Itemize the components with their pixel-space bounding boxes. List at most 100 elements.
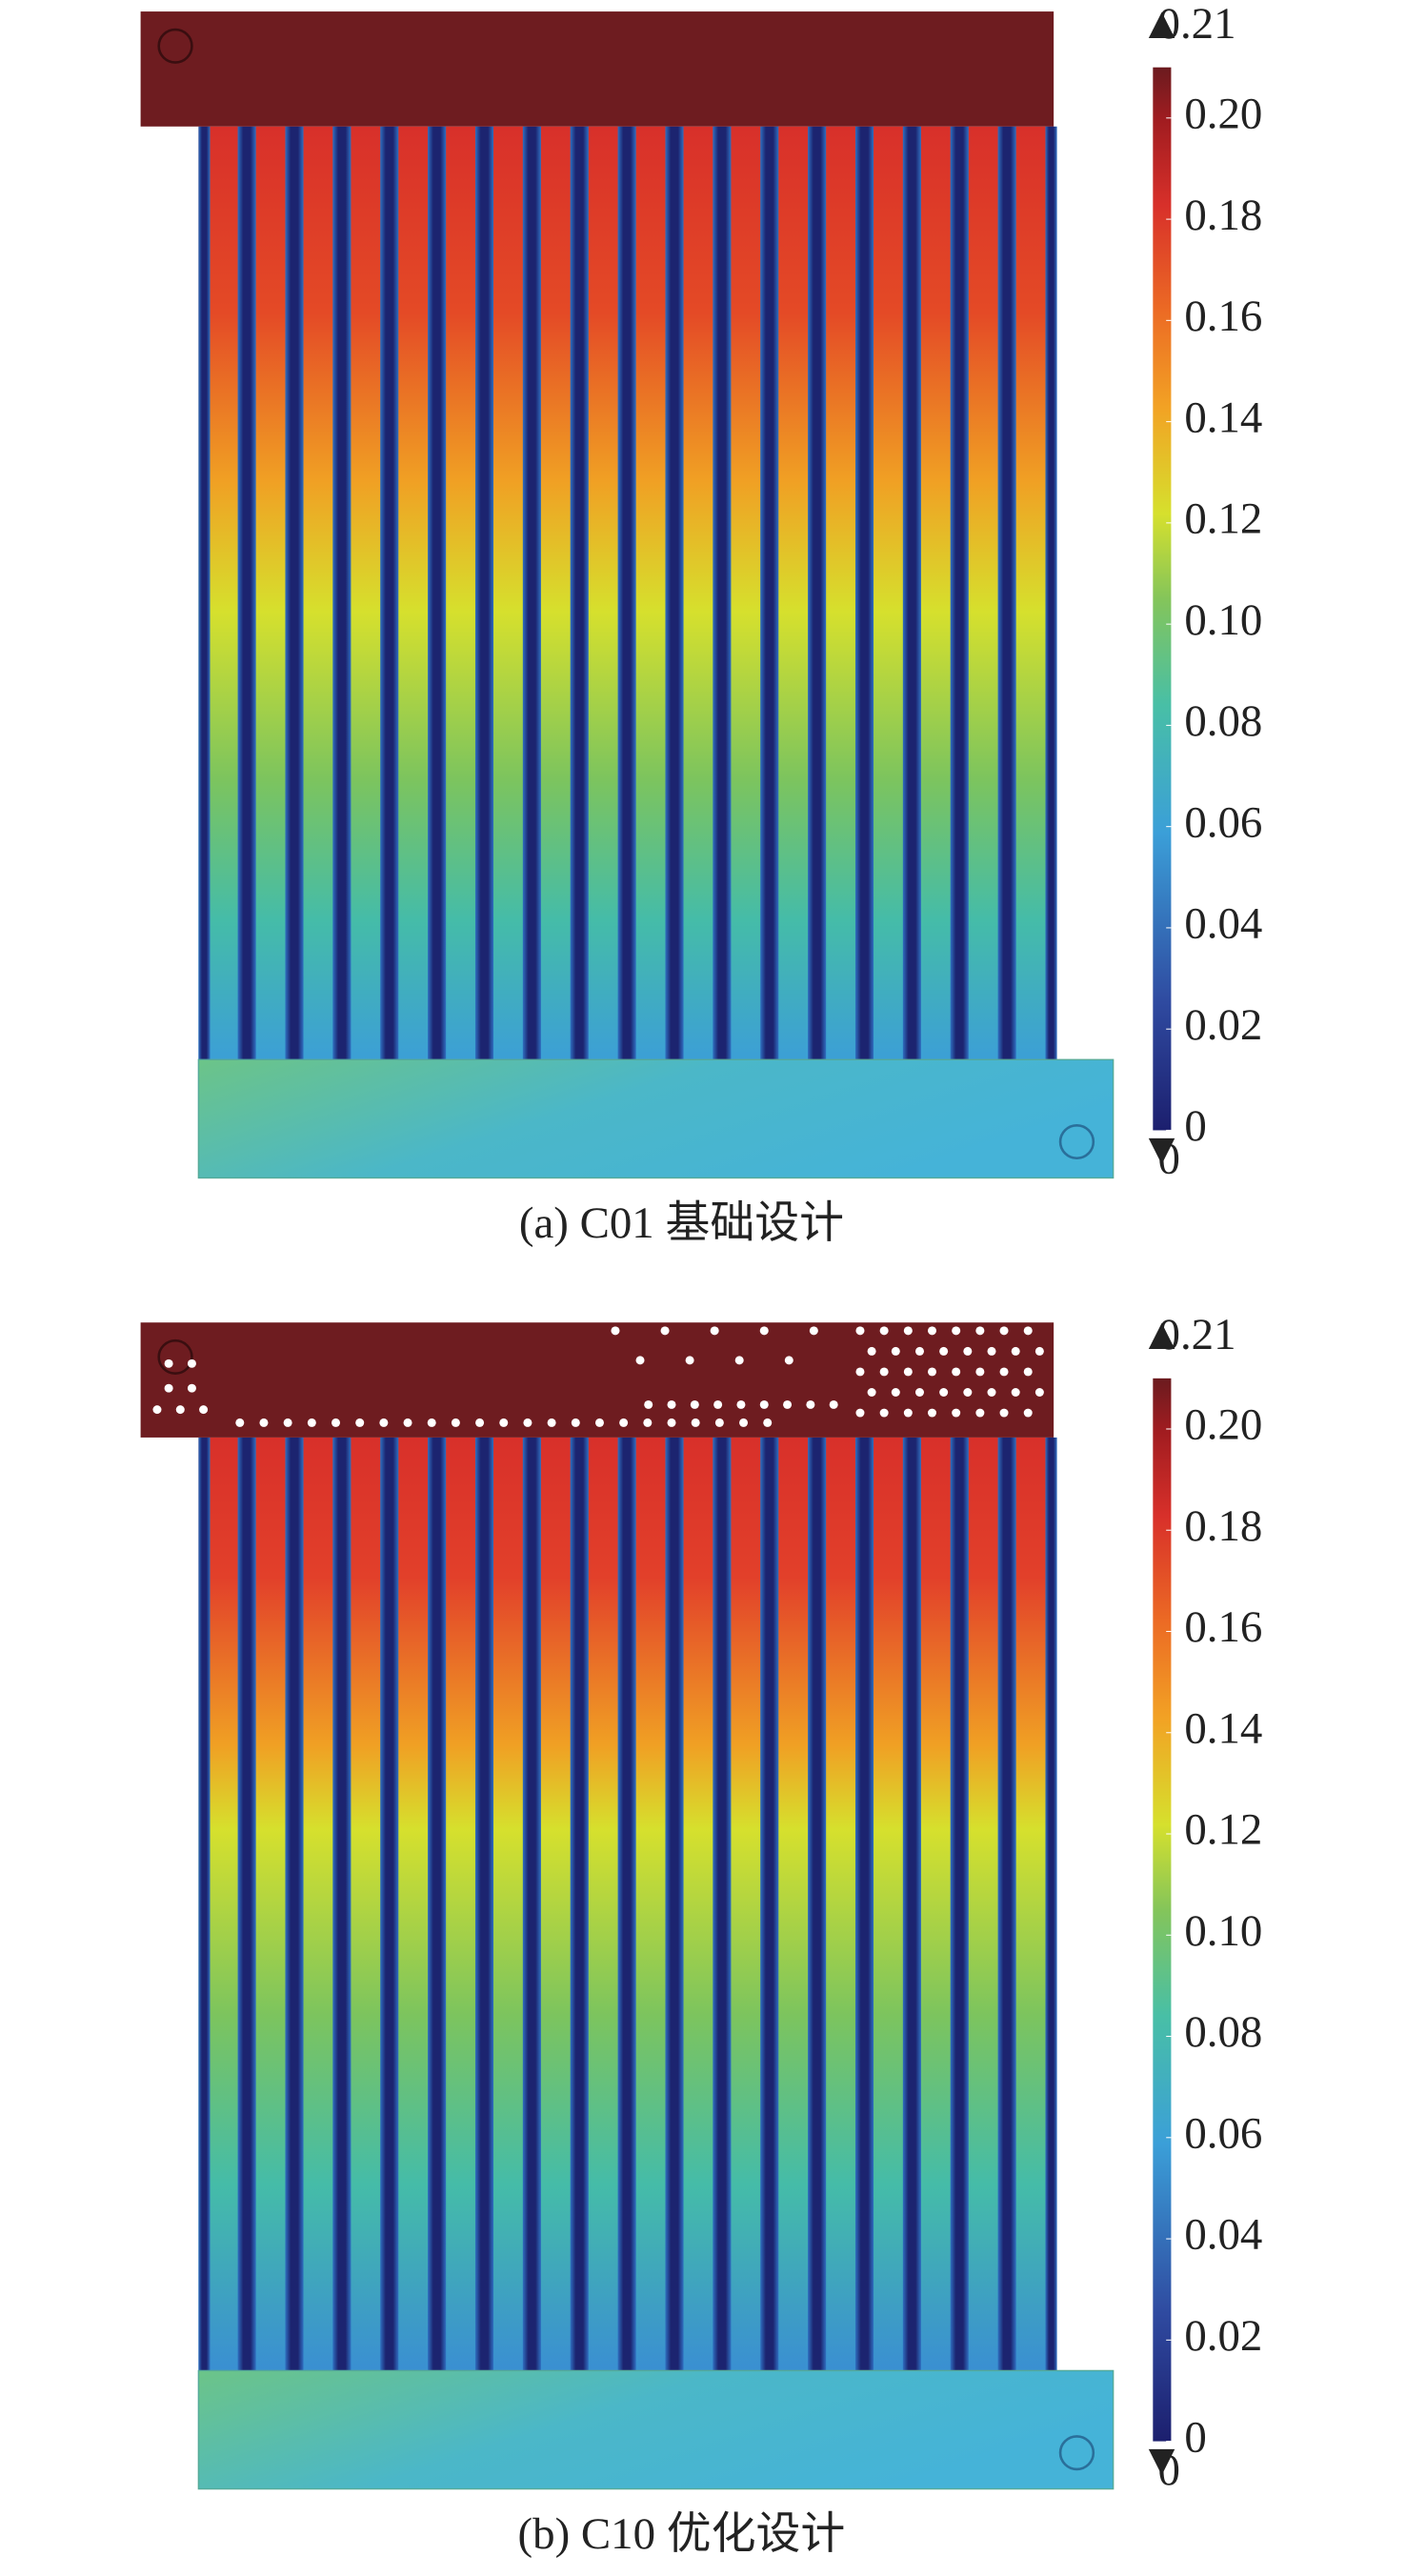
- hole: [1023, 1326, 1033, 1336]
- hole: [806, 1399, 815, 1409]
- hole: [975, 1408, 985, 1418]
- colorbar: [1153, 67, 1172, 1131]
- hole: [784, 1356, 793, 1365]
- hole: [891, 1346, 900, 1356]
- hole: [307, 1418, 316, 1427]
- rib: [332, 126, 352, 1060]
- colorbar-tick-label: 0.04: [1184, 2210, 1262, 2260]
- rib: [854, 1437, 874, 2371]
- hole: [667, 1418, 676, 1427]
- hole: [331, 1418, 341, 1427]
- hole: [235, 1418, 245, 1427]
- hole: [713, 1399, 723, 1409]
- hole: [152, 1405, 162, 1415]
- hole: [635, 1356, 645, 1365]
- hole: [867, 1346, 876, 1356]
- hole: [175, 1405, 185, 1415]
- hole: [736, 1399, 746, 1409]
- port: [157, 28, 193, 64]
- inlet-manifold: [140, 11, 1054, 127]
- hole: [427, 1418, 436, 1427]
- rib: [237, 1437, 256, 2371]
- hole: [952, 1326, 961, 1336]
- hole: [763, 1418, 773, 1427]
- hole: [187, 1383, 196, 1393]
- rib: [522, 1437, 541, 2371]
- hole: [1023, 1408, 1033, 1418]
- rib: [198, 126, 211, 1060]
- rib: [474, 126, 494, 1060]
- rib: [332, 1437, 352, 2371]
- colorbar-tick-label: 0.12: [1184, 494, 1262, 544]
- hole: [1011, 1388, 1020, 1397]
- rib: [380, 126, 399, 1060]
- colorbar-tick-label: 0.08: [1184, 2007, 1262, 2057]
- hole: [355, 1418, 365, 1427]
- outlet-manifold: [197, 2369, 1115, 2490]
- hole: [914, 1388, 924, 1397]
- colorbar-tick-label: 0.16: [1184, 292, 1262, 341]
- rib: [854, 126, 874, 1060]
- hole: [594, 1418, 604, 1427]
- hole: [403, 1418, 412, 1427]
- outlet-manifold: [197, 1058, 1115, 1179]
- hole: [710, 1326, 719, 1336]
- hole: [879, 1408, 889, 1418]
- colorbar-tick-label: 0.20: [1184, 1400, 1262, 1450]
- hole: [1034, 1346, 1044, 1356]
- hole: [759, 1399, 769, 1409]
- colorbar-tick-label: 0.10: [1184, 595, 1262, 645]
- rib: [1045, 1437, 1057, 2371]
- hole: [879, 1326, 889, 1336]
- hole: [611, 1326, 620, 1336]
- hole: [783, 1399, 793, 1409]
- rib: [760, 1437, 779, 2371]
- rib: [950, 1437, 969, 2371]
- hole: [855, 1326, 865, 1336]
- hole: [903, 1367, 913, 1377]
- hole: [903, 1326, 913, 1336]
- hole: [963, 1346, 973, 1356]
- hole: [475, 1418, 485, 1427]
- rib: [570, 126, 589, 1060]
- hole: [164, 1358, 173, 1368]
- colorbar-tick-label: 0.02: [1184, 2311, 1262, 2361]
- rib: [665, 1437, 684, 2371]
- rib: [474, 1437, 494, 2371]
- hole: [685, 1356, 694, 1365]
- colorbar-tick-label: 0.08: [1184, 696, 1262, 746]
- colorbar-tick-label: 0.02: [1184, 1000, 1262, 1050]
- colorbar-min-arrow: ▼: [1139, 2436, 1183, 2485]
- rib: [902, 1437, 921, 2371]
- hole: [451, 1418, 460, 1427]
- hole: [734, 1356, 744, 1365]
- hole: [547, 1418, 556, 1427]
- colorbar-max-arrow: ▲: [1139, 0, 1183, 49]
- hole: [999, 1408, 1009, 1418]
- hole: [855, 1367, 865, 1377]
- colorbar-max-arrow: ▲: [1139, 1310, 1183, 1359]
- rib: [380, 1437, 399, 2371]
- colorbar-tick-label: 0.10: [1184, 1906, 1262, 1956]
- rib: [285, 126, 304, 1060]
- hole: [999, 1367, 1009, 1377]
- colorbar-tick-label: 0.16: [1184, 1602, 1262, 1652]
- rib: [997, 1437, 1016, 2371]
- colorbar-tick-label: 0.04: [1184, 899, 1262, 949]
- rib: [617, 1437, 636, 2371]
- caption: (b) C10 优化设计: [518, 2509, 846, 2559]
- colorbar-min-label: 0: [1158, 2445, 1180, 2495]
- rib: [713, 126, 732, 1060]
- colorbar-tick-label: 0: [1184, 1101, 1206, 1151]
- colorbar-max-label: 0.21: [1158, 0, 1236, 49]
- colorbar-tick-label: 0.18: [1184, 191, 1262, 240]
- rib: [950, 126, 969, 1060]
- rib: [285, 1437, 304, 2371]
- port: [1058, 1123, 1095, 1160]
- hole: [867, 1388, 876, 1397]
- rib: [760, 126, 779, 1060]
- hole: [952, 1408, 961, 1418]
- hole: [809, 1326, 818, 1336]
- colorbar-min-label: 0: [1158, 1135, 1180, 1184]
